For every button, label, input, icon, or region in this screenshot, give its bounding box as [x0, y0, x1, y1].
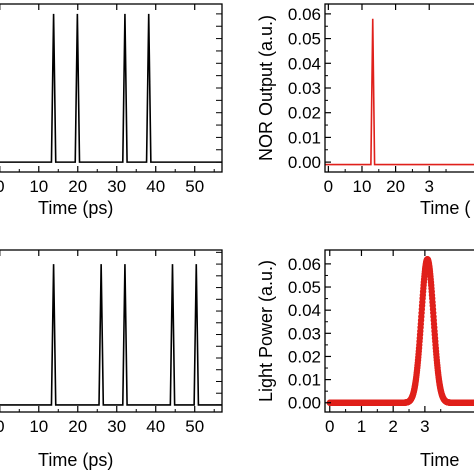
x-axis-title: Time (ps)	[38, 198, 113, 218]
x-tick-label: 0	[324, 177, 333, 196]
axes-frame	[324, 3, 474, 173]
panel-top-left: 0 10 20 30 40 50 Time (ps)	[0, 3, 223, 218]
series-line	[0, 13, 222, 163]
panel-bottom-left: 0 10 20 30 40 50 Time (ps)	[0, 249, 223, 470]
y-tick-label: 0.06	[288, 255, 321, 274]
x-tick-label: 30	[107, 177, 126, 196]
series-line	[0, 264, 222, 406]
y-tick-label: 0.02	[288, 347, 321, 366]
y-tick-label: 0.00	[288, 153, 321, 172]
y-tick-label: 0.06	[288, 5, 321, 24]
panel-bottom-right: 0 1 2 3 0.00 0.01 0.02 0.03 0.04 0.05 0.06 Time Ligh…	[256, 249, 474, 470]
x-tick-label: 0	[0, 417, 5, 436]
x-tick-label: 20	[386, 177, 405, 196]
x-tick-label: 50	[185, 417, 204, 436]
axes-frame	[0, 3, 223, 173]
y-tick-label: 0.01	[288, 128, 321, 147]
x-tick-label: 2	[388, 417, 397, 436]
y-tick-label: 0.04	[288, 301, 321, 320]
x-tick-label: 0	[325, 417, 334, 436]
x-tick-label: 20	[68, 417, 87, 436]
x-axis-title: Time (	[420, 198, 470, 218]
y-tick-label: 0.03	[288, 324, 321, 343]
x-tick-label: 10	[29, 177, 48, 196]
y-tick-label: 0.04	[288, 54, 321, 73]
x-tick-label: 0	[0, 177, 5, 196]
x-tick-label: 20	[68, 177, 87, 196]
y-tick-label: 0.05	[288, 30, 321, 49]
y-tick-label: 0.05	[288, 278, 321, 297]
y-tick-label: 0.02	[288, 104, 321, 123]
axes-frame	[0, 249, 223, 413]
y-tick-label: 0.01	[288, 371, 321, 390]
x-tick-label: 30	[107, 417, 126, 436]
x-tick-label: 40	[146, 177, 165, 196]
panel-top-right: 0 10 20 3 0.00 0.01 0.02 0.03 0.04 0.05 0.06 Time (…	[256, 3, 474, 218]
scatter-points	[326, 256, 474, 406]
x-tick-label: 3	[420, 417, 429, 436]
x-tick-label: 50	[185, 177, 204, 196]
x-tick-label: 3	[424, 177, 433, 196]
x-axis-title: Time	[420, 450, 459, 470]
series-line	[325, 18, 474, 166]
x-tick-label: 1	[357, 417, 366, 436]
y-tick-label: 0.00	[288, 394, 321, 413]
y-axis-title: Light Power (a.u.)	[256, 260, 276, 402]
x-tick-label: 40	[146, 417, 165, 436]
axes-frame	[324, 249, 474, 413]
x-tick-label: 10	[353, 177, 372, 196]
y-tick-label: 0.03	[288, 79, 321, 98]
y-axis-title: NOR Output (a.u.)	[256, 15, 276, 161]
x-tick-label: 10	[29, 417, 48, 436]
x-axis-title: Time (ps)	[38, 450, 113, 470]
